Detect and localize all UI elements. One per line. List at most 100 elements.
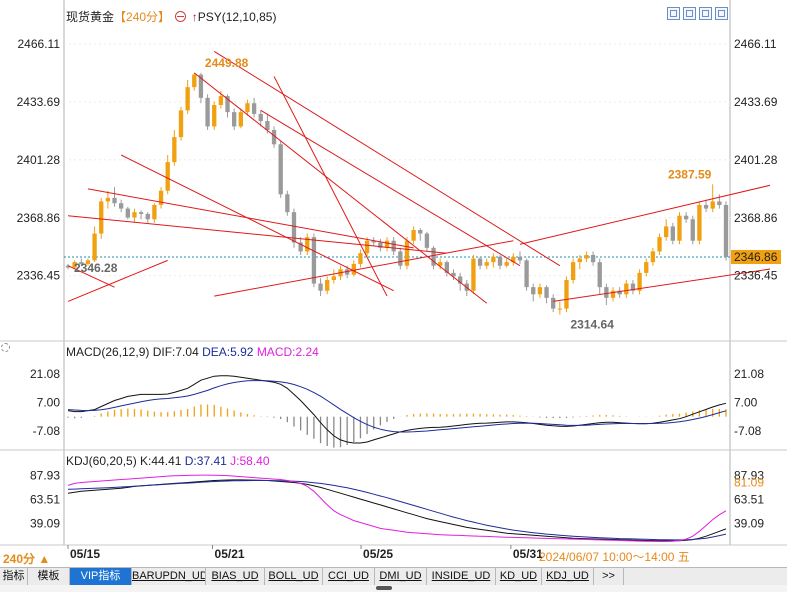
- macd-macd-value: MACD:2.24: [256, 345, 319, 359]
- kdj-pane[interactable]: [67, 474, 727, 542]
- tab-cci-ud[interactable]: CCI_UD: [323, 568, 375, 585]
- kdj-d-value: D:37.41: [184, 454, 227, 468]
- candle: [590, 255, 596, 263]
- tab-kd-ud[interactable]: KD_UD: [496, 568, 542, 585]
- tab-more[interactable]: >>: [594, 568, 624, 585]
- trendline: [519, 184, 770, 245]
- period-label[interactable]: 【240分】: [114, 10, 171, 24]
- x-tick-label: 05/15: [70, 547, 100, 561]
- candle: [318, 283, 323, 291]
- kdj-tick-right: 63.51: [734, 493, 764, 507]
- candle: [172, 137, 177, 163]
- macd-dif-value: DIF:7.04: [152, 345, 199, 359]
- grid-view-icon[interactable]: [667, 7, 680, 20]
- candle: [138, 212, 144, 214]
- candle: [218, 96, 224, 105]
- trendline: [553, 268, 770, 302]
- candle: [723, 205, 729, 258]
- macd-pane[interactable]: [67, 375, 727, 448]
- trendline: [67, 265, 115, 288]
- candle: [411, 230, 416, 241]
- candle: [119, 203, 124, 209]
- macd-dea-line: [67, 380, 727, 433]
- trendline: [273, 76, 388, 297]
- candle: [251, 103, 257, 114]
- macd-dea-value: DEA:5.92: [202, 345, 254, 359]
- maximize-icon[interactable]: [715, 7, 728, 20]
- tab-indicators[interactable]: 指标: [0, 568, 28, 585]
- tab-dmi-ud[interactable]: DMI_UD: [375, 568, 427, 585]
- low-price-label: 2314.64: [570, 318, 614, 332]
- arrow-up-icon: ↑: [191, 10, 198, 24]
- candle: [431, 247, 436, 266]
- candle: [285, 194, 290, 213]
- tab-boll-ud[interactable]: BOLL_UD: [265, 568, 323, 585]
- candle: [683, 215, 689, 220]
- macd-tick-right: -7.08: [734, 424, 762, 438]
- tab-inside-ud[interactable]: INSIDE_UD: [427, 568, 496, 585]
- settings-icon[interactable]: [1, 343, 10, 352]
- macd-tick-left: 7.00: [37, 396, 61, 410]
- kdj-k-line: [67, 479, 727, 542]
- candle: [484, 262, 489, 266]
- minus-circle-icon[interactable]: [175, 11, 187, 22]
- tab-barupdn-ud[interactable]: BARUPDN_UD: [132, 568, 206, 585]
- kdj-title[interactable]: KDJ(60,20,5): [66, 454, 137, 468]
- kdj-j-line: [67, 474, 727, 542]
- candle: [65, 265, 71, 268]
- candle: [72, 262, 77, 268]
- candle: [271, 130, 277, 145]
- candle: [265, 121, 270, 130]
- candle: [291, 212, 297, 243]
- tab-kdj-ud[interactable]: KDJ_UD: [542, 568, 594, 585]
- candle: [152, 205, 157, 220]
- trendline: [87, 188, 414, 249]
- candle: [584, 255, 589, 259]
- candle: [624, 283, 629, 295]
- candle: [145, 213, 150, 220]
- candle: [178, 110, 184, 138]
- low-price-label: 2346.28: [74, 261, 118, 275]
- candle: [258, 113, 263, 122]
- candle: [378, 242, 383, 248]
- tab-bias-ud[interactable]: BIAS_UD: [206, 568, 265, 585]
- trendline: [193, 72, 488, 304]
- scroll-track[interactable]: [0, 585, 787, 592]
- candle: [311, 237, 317, 284]
- candle: [92, 233, 97, 261]
- price-tick-left: 2368.86: [17, 211, 61, 225]
- macd-title[interactable]: MACD(26,12,9): [66, 345, 150, 359]
- scroll-handle[interactable]: [376, 586, 392, 590]
- candle: [637, 272, 642, 291]
- candle: [644, 262, 649, 273]
- candle: [158, 190, 164, 205]
- high-price-label: 2387.59: [668, 167, 712, 181]
- price-pane[interactable]: 2449.88 2387.59 2346.28 2314.64: [64, 43, 787, 332]
- candle: [192, 74, 197, 88]
- price-tick-right: 2466.11: [734, 37, 777, 51]
- candle: [524, 260, 529, 288]
- kdj-value-label: 81.09: [734, 475, 764, 489]
- candle: [544, 287, 549, 298]
- price-tick-left: 2466.11: [18, 37, 61, 51]
- indicator-label[interactable]: PSY(12,10,85): [197, 10, 277, 24]
- candle: [610, 290, 616, 298]
- candle: [331, 276, 337, 280]
- macd-tick-left: 21.08: [30, 367, 60, 381]
- candle: [564, 280, 569, 309]
- candle: [132, 212, 137, 218]
- layout-icon[interactable]: [683, 7, 696, 20]
- period-switch[interactable]: 240分 ▲: [3, 552, 51, 566]
- macd-dif-line: [67, 375, 727, 444]
- candle: [185, 87, 190, 111]
- candle: [537, 287, 543, 295]
- price-tick-left: 2401.28: [17, 153, 61, 167]
- tab-vip-indicators[interactable]: VIP指标: [70, 568, 132, 585]
- export-icon[interactable]: [699, 7, 712, 20]
- cursor-time-readout: 2024/06/07 10:00～14:00 五: [539, 550, 690, 564]
- candle: [504, 262, 509, 266]
- candle: [384, 240, 390, 248]
- tab-templates[interactable]: 模板: [28, 568, 70, 585]
- kdj-tick-right: 39.09: [734, 516, 764, 530]
